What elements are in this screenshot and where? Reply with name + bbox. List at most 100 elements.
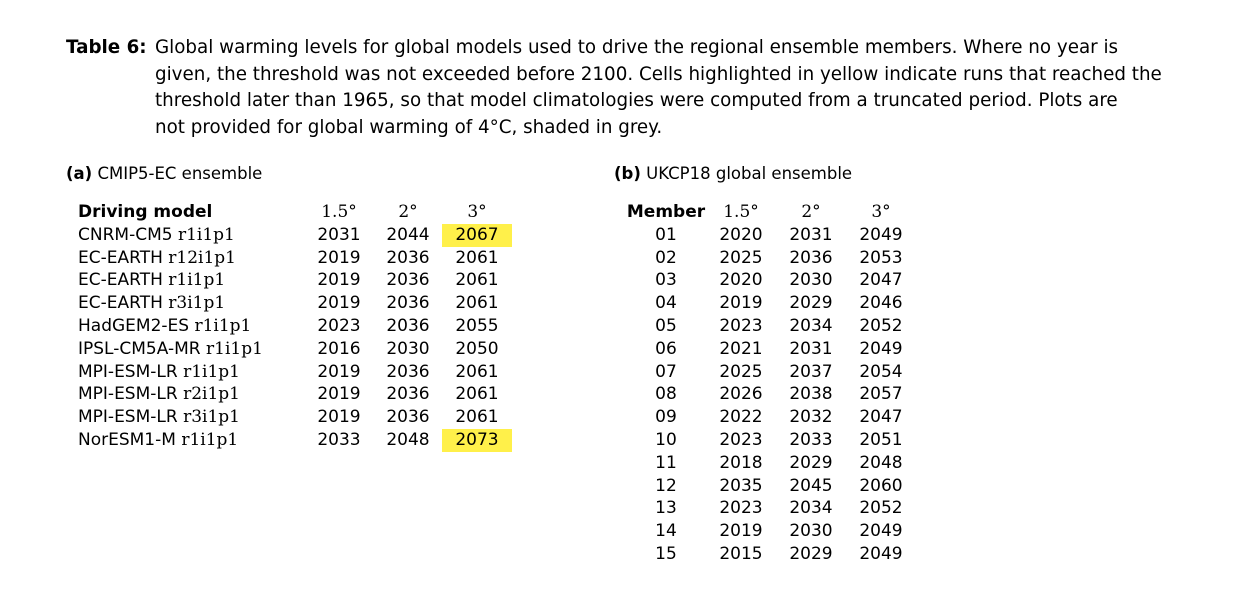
year-2-cell: 2036: [386, 315, 430, 336]
model-name: IPSL-CM5A-MR: [78, 338, 201, 359]
driving-model-cell: NorESM1-M r1i1p1: [78, 429, 304, 452]
model-name: CNRM-CM5: [78, 224, 173, 245]
table-row: 06 2021 2031 2049: [626, 338, 916, 361]
model-member: r12i1p1: [168, 247, 236, 268]
model-name: NorESM1-M: [78, 429, 176, 450]
model-name: EC-EARTH: [78, 247, 163, 268]
year-2-cell: 2044: [386, 224, 430, 245]
year-2-cell: 2031: [789, 224, 833, 245]
table-row: 01 2020 2031 2049: [626, 224, 916, 247]
year-2-cell: 2030: [789, 270, 833, 291]
member-cell: 10: [655, 429, 677, 450]
member-cell: 07: [655, 361, 677, 382]
year-3-cell: 2057: [859, 384, 903, 405]
header-driving-model: Driving model: [78, 202, 213, 222]
year-1-5-cell: 2031: [317, 224, 361, 245]
year-2-cell: 2038: [789, 384, 833, 405]
year-3-cell: 2049: [859, 543, 903, 564]
year-1-5-cell: 2023: [719, 429, 763, 450]
model-name: EC-EARTH: [78, 293, 163, 314]
table-row: EC-EARTH r12i1p1 2019 2036 2061: [78, 247, 512, 270]
table-row: 07 2025 2037 2054: [626, 361, 916, 384]
model-name: MPI-ESM-LR: [78, 384, 178, 405]
year-1-5-cell: 2018: [719, 452, 763, 473]
subtable-a-title: CMIP5-EC ensemble: [97, 164, 263, 183]
year-1-5-cell: 2019: [317, 384, 361, 405]
year-3-cell: 2049: [859, 338, 903, 359]
table-row: NorESM1-M r1i1p1 2033 2048 2073: [78, 428, 512, 452]
year-3-cell: 2061: [455, 361, 499, 382]
model-member: r3i1p1: [183, 407, 240, 428]
year-2-cell: 2036: [386, 361, 430, 382]
driving-model-cell: EC-EARTH r3i1p1: [78, 292, 304, 315]
year-2-cell: 2036: [789, 247, 833, 268]
model-member: r1i1p1: [177, 224, 235, 245]
year-1-5-cell: 2023: [719, 315, 763, 336]
year-2-cell: 2036: [386, 247, 430, 268]
model-name: MPI-ESM-LR: [78, 407, 178, 428]
member-cell: 12: [655, 475, 677, 496]
table-header-row: Driving model 1.5° 2° 3°: [78, 201, 512, 224]
year-2-cell: 2036: [386, 270, 430, 291]
member-cell: 02: [655, 247, 677, 268]
year-3-cell: 2061: [455, 247, 499, 268]
year-3-cell-highlighted: 2073: [442, 428, 512, 452]
year-3-cell: 2047: [859, 270, 903, 291]
year-3-cell: 2049: [859, 521, 903, 542]
year-3-cell: 2052: [859, 498, 903, 519]
member-cell: 11: [655, 452, 677, 473]
table-row: CNRM-CM5 r1i1p1 2031 2044 2067: [78, 223, 512, 247]
caption-label: Table 6:: [66, 37, 147, 58]
year-1-5-cell: 2015: [719, 543, 763, 564]
table-row: 02 2025 2036 2053: [626, 247, 916, 270]
year-1-5-cell: 2022: [719, 407, 763, 428]
member-cell: 04: [655, 293, 677, 314]
year-1-5-cell: 2019: [317, 407, 361, 428]
header-1-5-deg: 1.5°: [321, 202, 357, 222]
year-3-cell: 2051: [859, 429, 903, 450]
year-1-5-cell: 2019: [317, 247, 361, 268]
year-1-5-cell: 2025: [719, 361, 763, 382]
model-member: r1i1p1: [168, 270, 226, 291]
model-name: HadGEM2-ES: [78, 315, 190, 336]
year-2-cell: 2045: [789, 475, 833, 496]
model-member: r1i1p1: [183, 361, 240, 382]
year-2-cell: 2036: [386, 407, 430, 428]
year-3-cell: 2054: [859, 361, 903, 382]
year-1-5-cell: 2020: [719, 224, 763, 245]
table-row: MPI-ESM-LR r3i1p1 2019 2036 2061: [78, 406, 512, 429]
year-1-5-cell: 2019: [317, 270, 361, 291]
model-member: r1i1p1: [206, 338, 263, 359]
table-row: MPI-ESM-LR r2i1p1 2019 2036 2061: [78, 383, 512, 406]
year-3-cell-highlighted: 2067: [442, 223, 512, 247]
year-3-cell: 2061: [455, 407, 499, 428]
year-2-cell: 2036: [386, 384, 430, 405]
table-header-row: Member 1.5° 2° 3°: [626, 201, 916, 224]
year-3-cell: 2047: [859, 407, 903, 428]
year-1-5-cell: 2026: [719, 384, 763, 405]
model-member: r2i1p1: [183, 384, 240, 405]
caption-line-4: not provided for global warming of 4°C, …: [155, 116, 663, 138]
year-1-5-cell: 2033: [317, 429, 361, 450]
year-1-5-cell: 2023: [317, 315, 361, 336]
table-row: 14 2019 2030 2049: [626, 520, 916, 543]
table-row: EC-EARTH r1i1p1 2019 2036 2061: [78, 269, 512, 292]
year-2-cell: 2032: [789, 407, 833, 428]
subtable-b-tag: (b): [614, 164, 641, 183]
year-1-5-cell: 2035: [719, 475, 763, 496]
member-cell: 06: [655, 338, 677, 359]
table-row: 11 2018 2029 2048: [626, 452, 916, 475]
driving-model-cell: MPI-ESM-LR r3i1p1: [78, 406, 304, 429]
year-2-cell: 2033: [789, 429, 833, 450]
driving-model-cell: EC-EARTH r12i1p1: [78, 247, 304, 270]
year-3-cell: 2048: [859, 452, 903, 473]
subtable-a-tag: (a): [66, 164, 93, 183]
year-3-cell: 2050: [455, 338, 499, 359]
model-member: r1i1p1: [181, 429, 239, 450]
member-cell: 13: [655, 498, 677, 519]
year-2-cell: 2036: [386, 293, 430, 314]
year-2-cell: 2029: [789, 452, 833, 473]
caption-line-2: given, the threshold was not exceeded be…: [155, 63, 1162, 85]
member-cell: 05: [655, 315, 677, 336]
year-3-cell: 2060: [859, 475, 903, 496]
